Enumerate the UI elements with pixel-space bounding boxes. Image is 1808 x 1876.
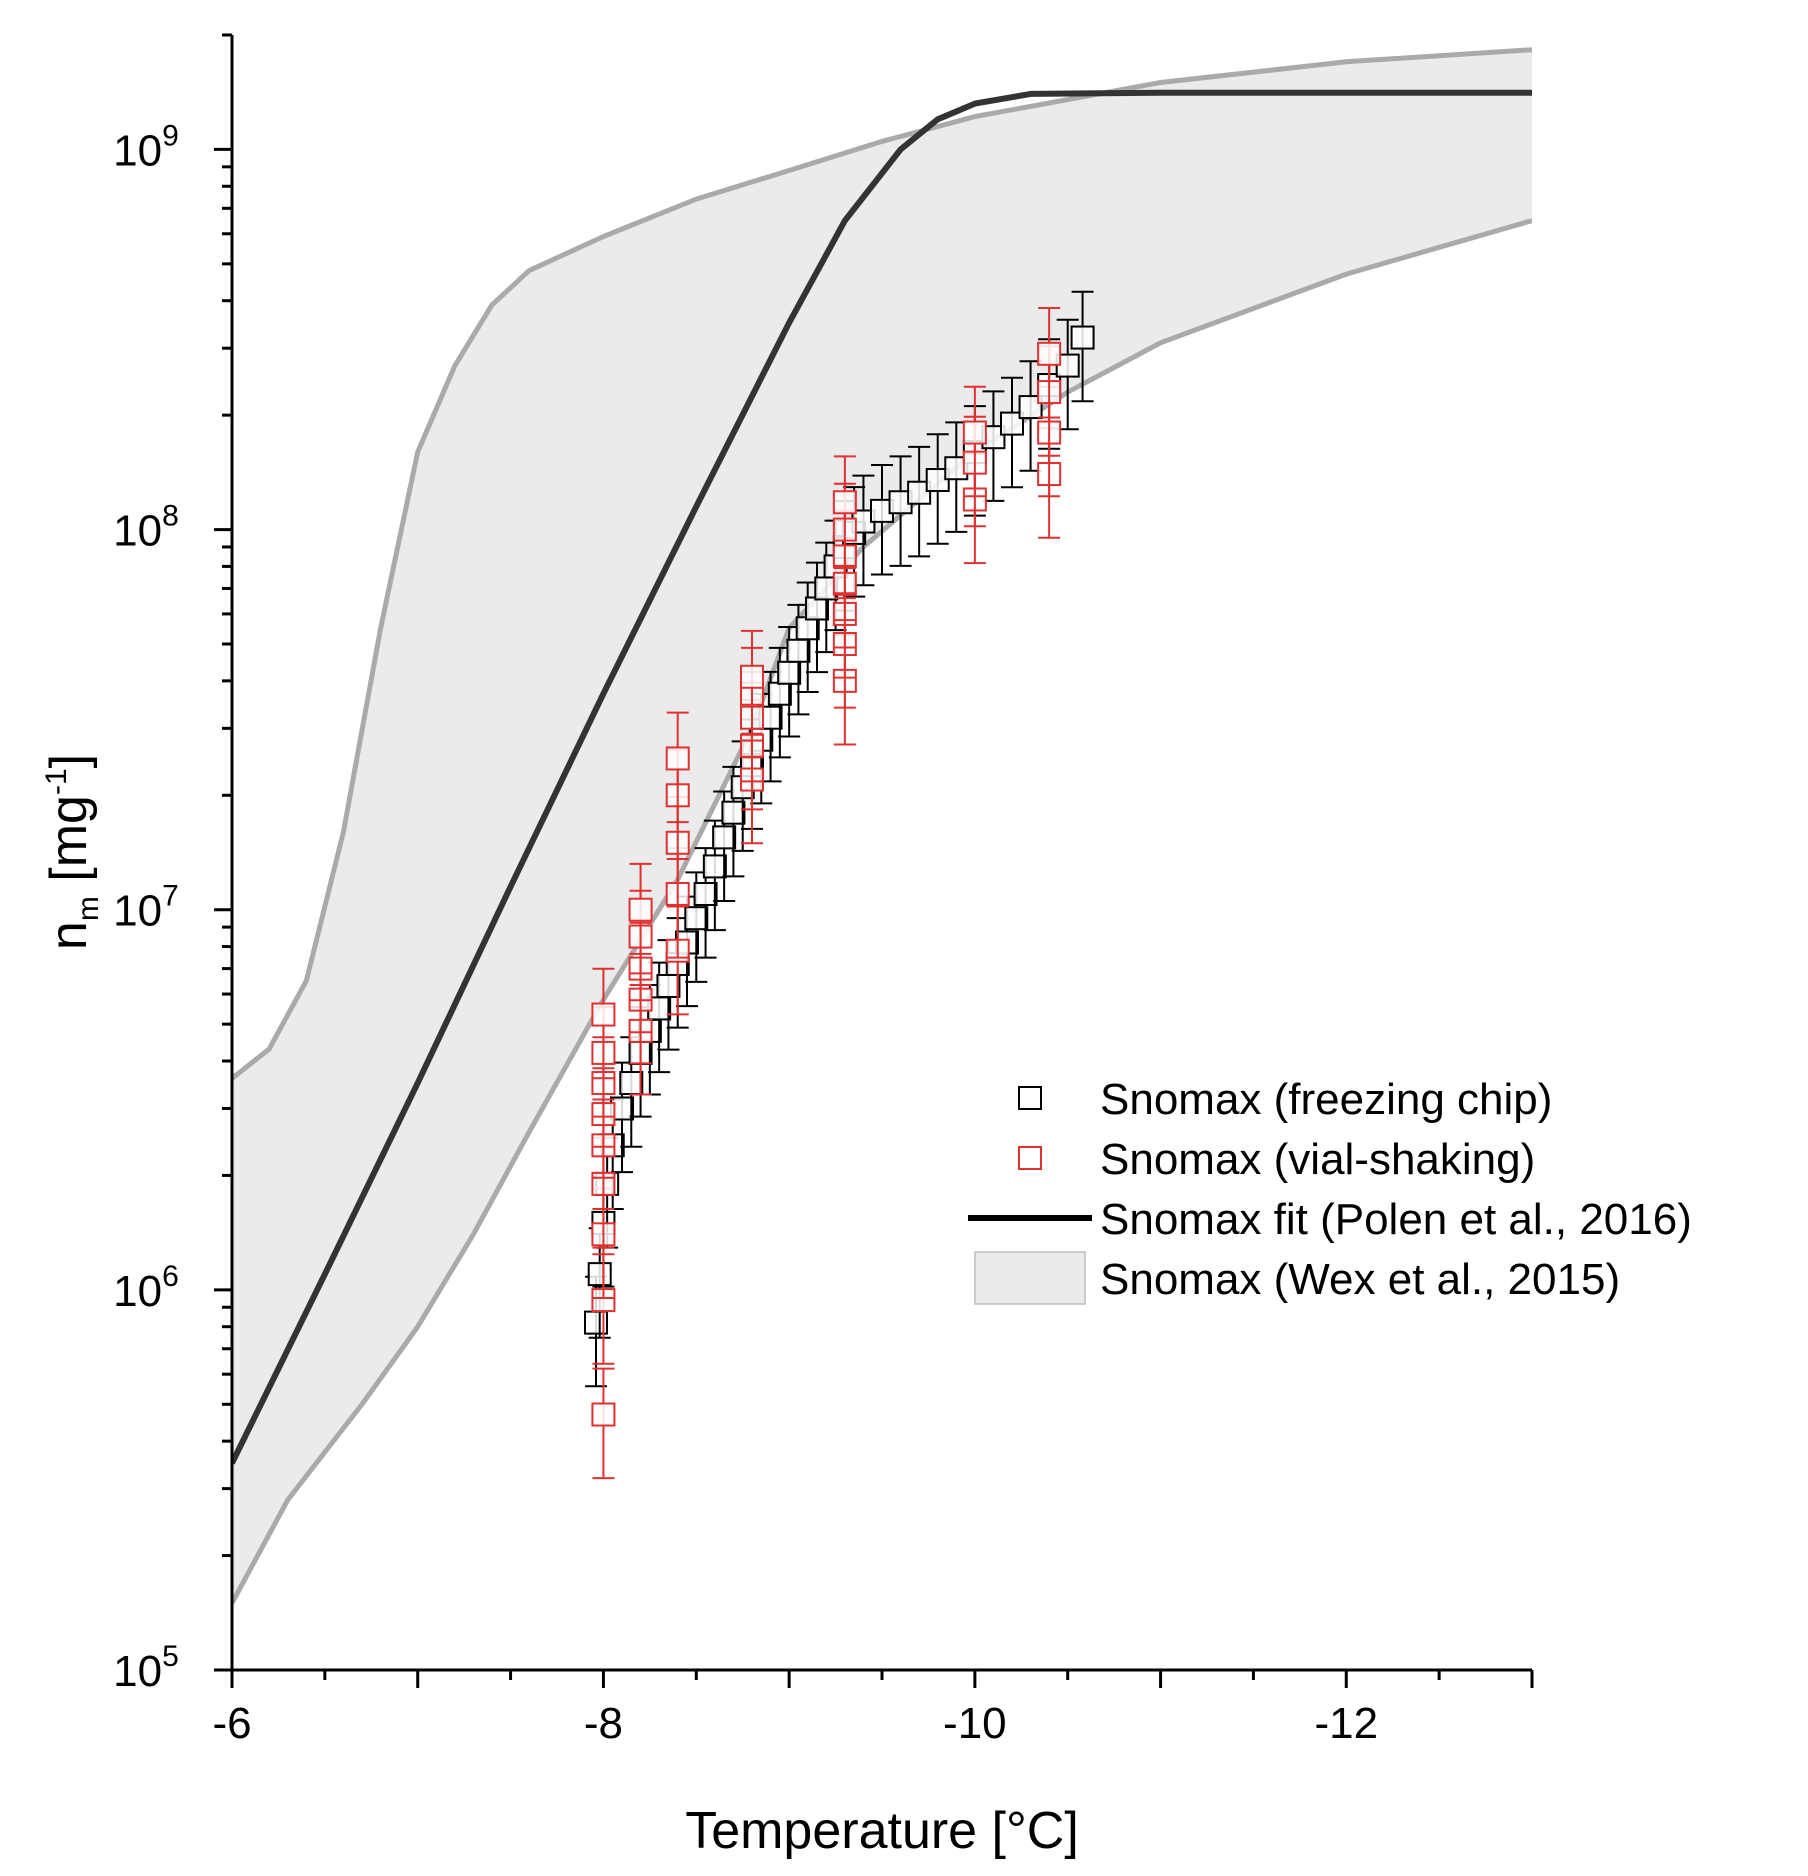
legend-marker: [1018, 1086, 1042, 1110]
legend-item: Snomax (freezing chip): [1018, 1075, 1552, 1124]
freezing-chip-marker: [1070, 325, 1095, 350]
axis-labels: Temperature [°C] nm [mg-1]: [40, 754, 1079, 1860]
x-tick-label: -10: [943, 1699, 1007, 1748]
freezing-chip-point: [587, 1227, 612, 1339]
vial-shaking-marker: [628, 897, 653, 922]
freezing-chip-point: [981, 390, 1006, 502]
vial-shaking-marker: [962, 420, 987, 445]
y-tick-label-exponent: 8: [162, 500, 179, 533]
freezing-chip-marker: [656, 973, 681, 998]
freezing-chip-marker: [795, 616, 820, 641]
y-axis-title-unit-close: ]: [40, 754, 98, 768]
y-tick-label-base: 10: [113, 507, 162, 556]
freezing-chip-marker: [777, 660, 802, 685]
y-tick-label-exponent: 9: [162, 119, 179, 152]
freezing-chip-marker: [721, 800, 746, 825]
freezing-chip-point: [693, 847, 718, 959]
y-tick-label-base: 10: [113, 1267, 162, 1316]
freezing-chip-point: [1070, 290, 1095, 403]
vial-shaking-series: [591, 306, 1062, 1480]
y-tick-label: 105: [113, 1640, 179, 1696]
legend: Snomax (freezing chip) Snomax (vial-shaki…: [968, 1075, 1692, 1305]
freezing-chip-point: [907, 445, 932, 558]
vial-shaking-point: [1037, 306, 1062, 419]
freezing-chip-marker: [684, 906, 709, 931]
legend-label: Snomax fit (Polen et al., 2016): [1100, 1195, 1692, 1244]
legend-label: Snomax (Wex et al., 2015): [1100, 1255, 1620, 1304]
x-tick-label: -12: [1314, 1699, 1378, 1748]
y-axis-title-unit: [mg: [40, 795, 98, 896]
wex-band-fill: [232, 49, 1532, 1604]
freezing-chip-marker: [587, 1262, 612, 1287]
vial-shaking-point: [962, 385, 987, 498]
vial-shaking-marker: [591, 1402, 616, 1427]
y-axis-title: nm [mg-1]: [40, 754, 105, 950]
y-tick-label: 109: [113, 119, 179, 175]
freezing-chip-point: [1000, 376, 1024, 489]
x-axis-title: Temperature [°C]: [685, 1802, 1079, 1860]
vial-shaking-marker: [665, 746, 690, 771]
wex-band-upper-edge: [232, 47, 1532, 1081]
freezing-chip-point: [870, 464, 894, 576]
freezing-chip-marker: [786, 638, 811, 663]
wex-band-lower-edge: [232, 218, 1532, 1605]
freezing-chip-marker: [767, 681, 792, 706]
y-axis-title-base: n: [40, 921, 98, 950]
legend-label: Snomax (freezing chip): [1100, 1075, 1552, 1124]
freezing-chip-point: [925, 433, 950, 545]
freezing-chip-marker: [1000, 411, 1024, 436]
vial-shaking-marker: [1037, 341, 1062, 366]
freezing-chip-marker: [702, 854, 727, 879]
vial-shaking-marker: [591, 1002, 616, 1027]
freezing-chip-marker: [693, 881, 718, 906]
legend-band: [974, 1251, 1086, 1305]
y-tick-label-base: 10: [113, 126, 162, 175]
freezing-chip-marker: [805, 596, 829, 621]
y-tick-label-exponent: 5: [162, 1640, 179, 1673]
legend-label: Snomax (vial-shaking): [1100, 1135, 1535, 1184]
y-tick-label: 108: [113, 500, 179, 556]
vial-shaking-point: [591, 967, 616, 1080]
y-tick-label: 107: [113, 880, 179, 936]
legend-item: Snomax (vial-shaking): [1018, 1135, 1535, 1184]
legend-item: Snomax (Wex et al., 2015): [974, 1251, 1620, 1305]
y-axis-title-subscript: m: [72, 896, 105, 921]
freezing-chip-point: [1018, 360, 1043, 472]
y-tick-label-base: 10: [113, 887, 162, 936]
vial-shaking-marker: [832, 490, 857, 515]
plot-area: [232, 47, 1532, 1605]
freezing-chip-marker: [619, 1071, 644, 1096]
x-tick-label: -6: [212, 1699, 251, 1748]
y-tick-label-exponent: 6: [162, 1260, 179, 1293]
vial-shaking-point: [591, 1367, 616, 1480]
freezing-chip-marker: [712, 825, 737, 850]
y-tick-label: 106: [113, 1260, 179, 1316]
y-tick-label-exponent: 7: [162, 880, 179, 913]
vial-shaking-marker: [740, 664, 764, 689]
freezing-chip-marker: [907, 480, 932, 505]
vial-shaking-point: [740, 629, 764, 742]
freezing-chip-marker: [1018, 395, 1043, 420]
vial-shaking-point: [665, 711, 690, 824]
vial-shaking-point: [628, 862, 653, 975]
legend-item: Snomax fit (Polen et al., 2016): [968, 1195, 1692, 1244]
vial-shaking-point: [832, 455, 857, 567]
legend-marker: [1018, 1146, 1042, 1170]
y-tick-label-base: 10: [113, 1647, 162, 1696]
x-tick-label: -8: [584, 1699, 623, 1748]
polen-fit-line: [232, 89, 1532, 1465]
y-axis-title-unit-exp: -1: [40, 768, 73, 795]
